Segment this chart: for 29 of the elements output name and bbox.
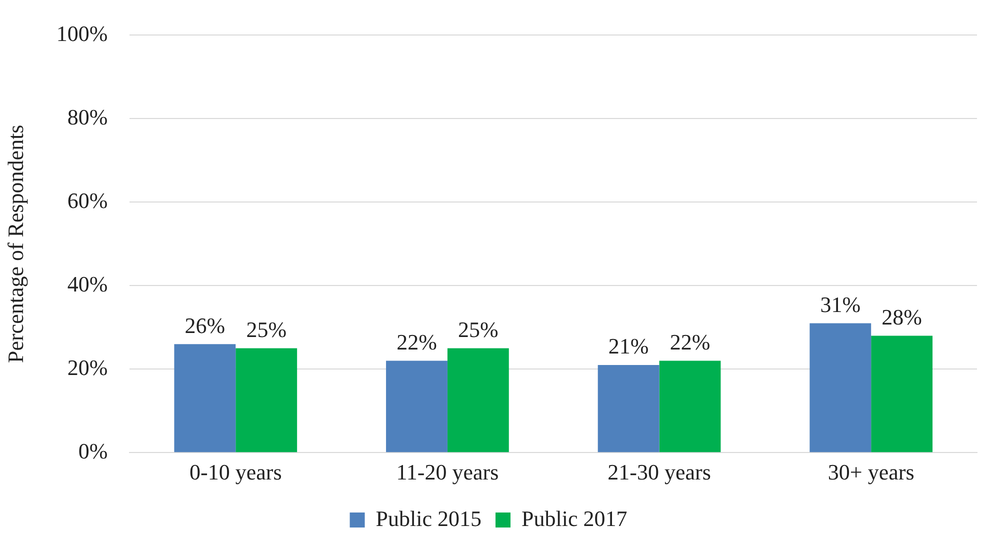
bar	[659, 360, 721, 452]
data-label: 28%	[882, 304, 922, 330]
data-label: 26%	[184, 312, 226, 338]
y-tick-label: 60%	[67, 188, 108, 213]
bar	[810, 323, 872, 452]
x-tick-label: 0-10 years	[190, 460, 282, 485]
bar	[386, 360, 448, 452]
legend-label: Public 2017	[522, 506, 628, 531]
bar	[871, 336, 933, 452]
y-tick-label: 0%	[78, 438, 108, 464]
y-tick-label: 20%	[67, 354, 108, 380]
x-tick-label: 30+ years	[828, 460, 914, 485]
legend-label: Public 2015	[376, 506, 482, 531]
y-tick-label: 80%	[67, 104, 108, 130]
y-tick-label: 40%	[67, 271, 108, 296]
data-label: 22%	[396, 330, 437, 355]
data-label: 21%	[608, 334, 649, 359]
data-label: 22%	[670, 330, 710, 355]
data-label: 25%	[458, 317, 498, 342]
x-tick-label: 21-30 years	[608, 460, 711, 485]
bar	[447, 348, 509, 452]
bar	[598, 364, 660, 452]
x-tick-label: 11-20 years	[396, 460, 499, 485]
data-label: 25%	[246, 317, 287, 342]
data-label: 31%	[820, 292, 861, 317]
bar	[236, 348, 298, 452]
y-axis-title: Percentage of Respondents	[2, 124, 28, 364]
bar	[174, 344, 236, 452]
y-tick-label: 100%	[56, 20, 108, 46]
